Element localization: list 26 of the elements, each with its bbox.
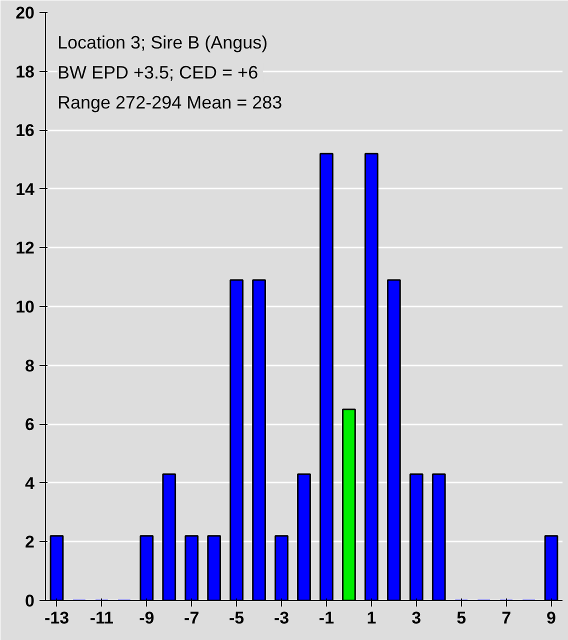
x-tick-label: -9 xyxy=(139,608,154,628)
x-tick-label: -1 xyxy=(318,608,334,628)
x-tick-label: -13 xyxy=(44,608,70,628)
y-tick-label: 6 xyxy=(25,415,35,434)
annotation: Location 3; Sire B (Angus) xyxy=(58,32,268,52)
annotation: BW EPD +3.5; CED = +6 xyxy=(58,62,258,82)
y-tick-label: 10 xyxy=(16,298,35,316)
x-tick-label: -3 xyxy=(274,608,290,628)
y-tick-label: 18 xyxy=(16,62,35,82)
x-tick-label: 1 xyxy=(366,608,376,628)
x-tick-label: 3 xyxy=(412,608,422,628)
y-tick-label: 12 xyxy=(16,238,35,258)
y-tick-label: 20 xyxy=(16,4,35,22)
annotation: Range 272-294 Mean = 283 xyxy=(58,92,282,112)
y-tick-label: 16 xyxy=(16,121,35,140)
y-tick-label: 4 xyxy=(25,474,36,493)
x-tick-label: -5 xyxy=(229,608,244,628)
y-tick-label: 2 xyxy=(25,532,35,552)
x-tick-label: -7 xyxy=(184,608,200,628)
x-tick-label: 5 xyxy=(456,608,466,628)
x-tick-label: 9 xyxy=(546,608,556,628)
y-tick-label: 0 xyxy=(25,592,35,610)
x-tick-label: 7 xyxy=(502,608,512,628)
y-tick-label: 8 xyxy=(25,356,35,376)
y-tick-label: 14 xyxy=(16,180,36,199)
x-tick-label: -11 xyxy=(90,608,114,628)
